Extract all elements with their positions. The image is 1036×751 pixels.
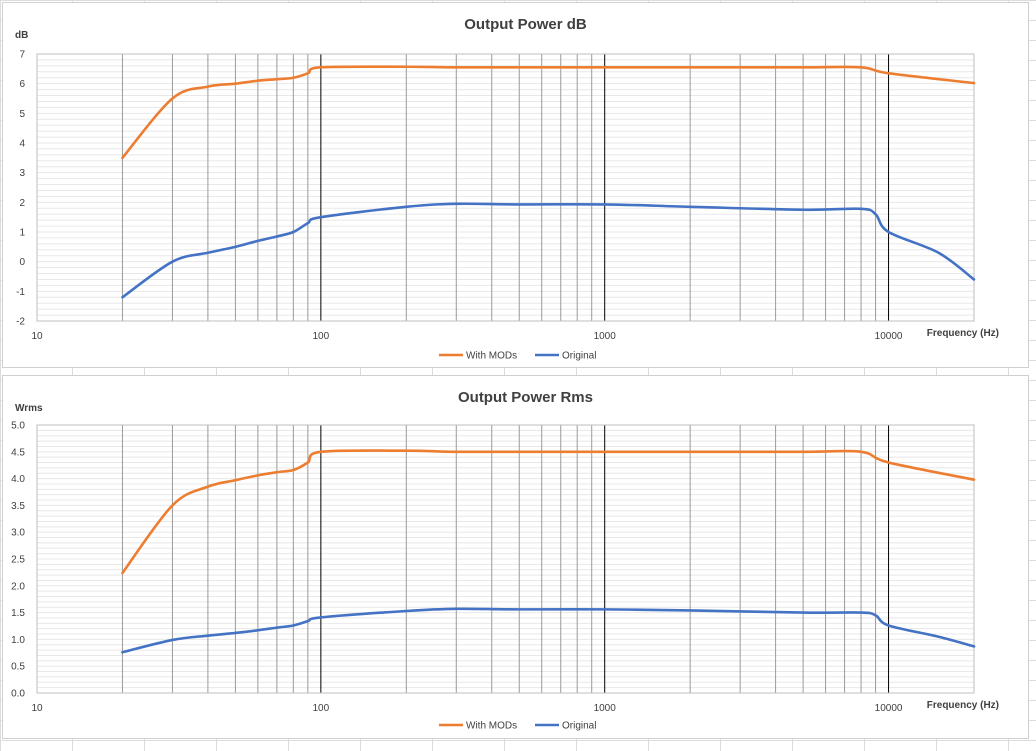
db-x-tick-label: 1000 (594, 331, 617, 342)
rms-x-tick-label: 100 (313, 703, 330, 714)
rms-y-tick-label: 1.0 (11, 635, 25, 646)
rms-y-axis-label: Wrms (15, 403, 43, 414)
rms-x-tick-label: 10 (31, 703, 43, 714)
chart-svg-rms: Output Power Rms Wrms 0.0 0.5 1.0 1.5 2.0 2.5 3.… (11, 389, 999, 732)
rms-y-tick-label: 4.5 (11, 447, 25, 458)
db-x-tick-label: 10000 (875, 331, 903, 342)
db-x-tick-label: 100 (313, 331, 330, 342)
rms-chart-title: Output Power Rms (458, 389, 593, 406)
rms-series-line-with-mods (121, 449, 976, 575)
db-series-line-with-mods (121, 65, 976, 160)
rms-y-tick-label: 0.0 (11, 689, 25, 700)
rms-y-tick-label: 3.5 (11, 501, 25, 512)
rms-y-tick-label: 2.5 (11, 555, 25, 566)
chart-svg-db: Output Power dB dB -2 -1 0 1 2 3 4 5 6 7 10 100 1000 10… (15, 16, 999, 362)
rms-y-tick-label: 2.0 (11, 581, 25, 592)
db-chart-title: Output Power dB (464, 16, 587, 33)
db-x-tick-label: 10 (31, 331, 43, 342)
rms-legend-label-original: Original (562, 721, 596, 732)
rms-legend-label-with-mods: With MODs (466, 721, 517, 732)
db-y-tick-label: 6 (19, 79, 25, 90)
db-plot-area (36, 53, 975, 322)
db-y-tick-label: 4 (19, 139, 25, 150)
db-y-tick-label: -2 (16, 317, 25, 328)
db-legend-label-with-mods: With MODs (466, 351, 517, 362)
db-y-tick-label: -1 (16, 287, 25, 298)
rms-y-tick-label: 5.0 (11, 421, 25, 432)
rms-y-tick-label: 1.5 (11, 608, 25, 619)
db-x-axis-label: Frequency (Hz) (927, 328, 999, 339)
db-y-tick-label: 1 (19, 228, 25, 239)
rms-plot-area (36, 424, 975, 694)
db-legend-label-original: Original (562, 351, 596, 362)
chart-output-power-rms: Output Power Rms Wrms 0.0 0.5 1.0 1.5 2.0 2.5 3.… (2, 375, 1029, 739)
rms-y-tick-label: 3.0 (11, 528, 25, 539)
rms-y-tick-label: 0.5 (11, 662, 25, 673)
rms-series-line-original (121, 607, 976, 654)
db-y-tick-label: 3 (19, 168, 25, 179)
rms-y-tick-label: 4.0 (11, 474, 25, 485)
db-series-line-original (121, 202, 976, 299)
rms-x-tick-label: 10000 (875, 703, 903, 714)
rms-x-tick-label: 1000 (594, 703, 617, 714)
db-y-tick-label: 2 (19, 198, 25, 209)
rms-x-axis-label: Frequency (Hz) (927, 700, 999, 711)
chart-output-power-db: Output Power dB dB -2 -1 0 1 2 3 4 5 6 7 10 100 1000 10… (2, 2, 1029, 368)
db-y-tick-label: 7 (19, 50, 25, 61)
db-y-tick-label: 5 (19, 109, 25, 120)
db-y-axis-label: dB (15, 30, 28, 41)
db-y-tick-label: 0 (19, 257, 25, 268)
